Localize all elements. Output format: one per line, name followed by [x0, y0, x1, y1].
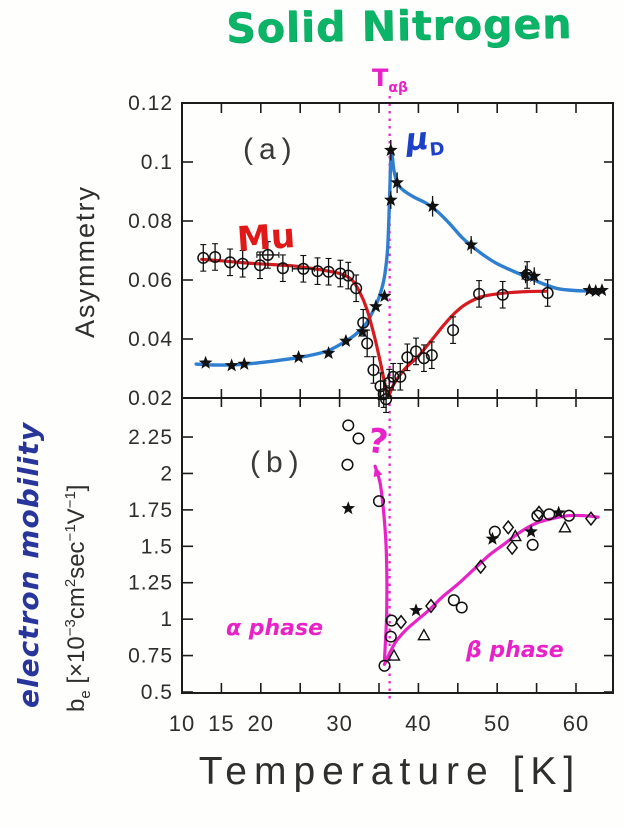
svg-text:2: 2 — [160, 462, 173, 485]
svg-text:0.04: 0.04 — [128, 328, 173, 351]
svg-text:0.06: 0.06 — [128, 269, 173, 292]
svg-text:0.1: 0.1 — [141, 151, 173, 174]
svg-text:0.02: 0.02 — [128, 387, 173, 410]
temperature-axis-label: Temperature [K] — [198, 750, 582, 793]
panel-a-y-ticks: 0.12 0.1 0.08 0.06 0.04 0.02 — [128, 92, 613, 410]
be-unit-axis-label: be [×10−3cm2sec−1V−1] — [62, 484, 94, 712]
mud-series-label: μD — [404, 119, 445, 162]
mud-main: μ — [404, 120, 431, 159]
svg-text:30: 30 — [326, 711, 352, 736]
svg-text:0.08: 0.08 — [128, 210, 173, 233]
arrowhead — [373, 466, 383, 478]
mu-curve — [200, 257, 548, 399]
figure-title: Solid Nitrogen — [225, 0, 573, 53]
svg-text:0.12: 0.12 — [128, 92, 173, 115]
svg-text:20: 20 — [248, 711, 274, 736]
x-tick-labels: 10 15 20 30 40 50 60 — [169, 711, 589, 736]
t-ab-sub: αβ — [388, 79, 409, 96]
panel-a-tag: (a) — [243, 133, 298, 166]
mu-points — [197, 241, 554, 414]
svg-text:1: 1 — [160, 608, 173, 631]
mobility-points-star-filled — [341, 501, 566, 617]
svg-text:15: 15 — [208, 711, 234, 736]
t-ab-main: T — [372, 64, 389, 92]
svg-text:2.25: 2.25 — [128, 426, 173, 449]
mobility-points-triangle-open — [387, 520, 572, 661]
transition-temperature-label: Tαβ — [372, 64, 408, 96]
mu-series-label: Mu — [235, 216, 297, 260]
svg-text:0.75: 0.75 — [128, 645, 173, 668]
panel-b-y-ticks: 2.25 2 1.75 1.5 1.25 1 0.75 0.5 — [128, 426, 613, 704]
panel-b-tag: (b) — [250, 446, 305, 479]
svg-text:50: 50 — [484, 711, 510, 736]
mobility-points-diamond-open — [395, 505, 597, 630]
mud-curve — [194, 149, 606, 367]
beta-phase-curve — [382, 513, 600, 666]
x-ticks — [220, 103, 577, 693]
svg-text:10: 10 — [169, 711, 195, 736]
svg-text:1.75: 1.75 — [128, 499, 173, 522]
mud-sub: D — [428, 138, 446, 161]
mud-points — [198, 139, 609, 372]
asymmetry-axis-label: Asymmetry — [70, 185, 100, 338]
electron-mobility-axis-label: electron mobility — [12, 421, 45, 708]
mobility-points-circle-open — [341, 419, 575, 672]
svg-text:60: 60 — [563, 711, 589, 736]
alpha-phase-label: α phase — [226, 616, 324, 641]
beta-phase-label: β phase — [466, 638, 564, 663]
svg-text:40: 40 — [405, 711, 431, 736]
svg-text:0.5: 0.5 — [141, 681, 173, 704]
alpha-arrow-curve — [373, 464, 389, 662]
svg-text:1.25: 1.25 — [128, 572, 173, 595]
svg-text:1.5: 1.5 — [141, 535, 173, 558]
